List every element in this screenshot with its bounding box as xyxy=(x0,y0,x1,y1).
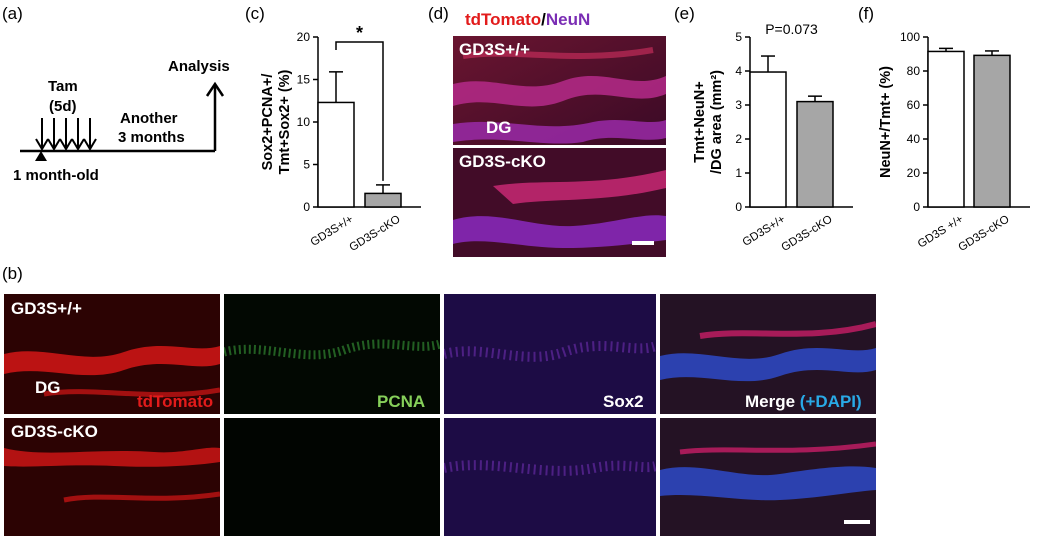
x-tick-label: GD3S-cKO xyxy=(779,213,834,254)
panel-label-a: (a) xyxy=(2,4,23,23)
panel-label-f: (f) xyxy=(858,4,875,23)
chart-e-svg: 012345GD3S+/+GD3S-cKOP=0.073Tmt+NeuN+/DG… xyxy=(692,21,853,254)
x-tick-label: GD3S-cKO xyxy=(956,213,1011,254)
tam-days-label: (5d) xyxy=(49,98,77,115)
panel-d-title: tdTomato/NeuN xyxy=(465,10,590,30)
title-slash: / xyxy=(541,10,546,29)
tam-label: Tam xyxy=(48,78,78,95)
b-dg-label: DG xyxy=(35,378,61,397)
bar-0 xyxy=(749,71,787,208)
y-tick-label: 80 xyxy=(907,64,921,78)
y-axis-label-1: Tmt+NeuN+ xyxy=(692,81,708,162)
start-marker-icon xyxy=(35,151,47,161)
bar-0 xyxy=(927,50,965,208)
panel-label-b: (b) xyxy=(2,264,23,283)
title-tdtomato: tdTomato xyxy=(465,10,542,29)
y-axis-label-1: NeuN+/Tmt+ (%) xyxy=(878,66,894,178)
analysis-label: Analysis xyxy=(168,58,230,75)
y-tick-label: 20 xyxy=(907,166,921,180)
panel-label-c: (c) xyxy=(245,4,265,23)
y-tick-label: 0 xyxy=(913,200,920,214)
title-neun: NeuN xyxy=(545,10,591,29)
significance-star: * xyxy=(356,23,363,43)
y-tick-label: 60 xyxy=(907,98,921,112)
y-tick-label: 10 xyxy=(297,115,311,129)
y-tick-label: 20 xyxy=(297,30,311,44)
micrograph-b-control-sox2 xyxy=(444,294,656,414)
micrograph-b-control-merge xyxy=(660,294,876,414)
bar-1 xyxy=(364,192,402,208)
panel-label-d: (d) xyxy=(428,4,449,23)
b-col1-label: tdTomato xyxy=(137,392,214,411)
y-axis-label-2: Tmt+Sox2+ (%) xyxy=(277,69,293,174)
scale-bar-b xyxy=(844,520,870,524)
p-value-annotation: P=0.073 xyxy=(765,21,818,37)
y-tick-label: 5 xyxy=(303,158,310,172)
y-tick-label: 0 xyxy=(303,200,310,214)
micrograph-d-dg-label: DG xyxy=(486,118,512,137)
bar-1 xyxy=(973,54,1011,208)
bar-0 xyxy=(317,101,355,208)
micrograph-d-cko-label: GD3S-cKO xyxy=(459,152,546,171)
b-col2-label: PCNA xyxy=(377,392,426,411)
merge-label: Merge xyxy=(745,392,800,411)
y-tick-label: 0 xyxy=(735,200,742,214)
panel-label-e: (e) xyxy=(674,4,695,23)
y-tick-label: 5 xyxy=(735,30,742,44)
scale-bar-d xyxy=(632,241,654,245)
micrograph-d-control-label: GD3S+/+ xyxy=(459,40,530,59)
age-label: 1 month-old xyxy=(13,167,99,184)
y-tick-label: 15 xyxy=(297,73,311,87)
micrograph-d-control xyxy=(453,36,666,145)
chart-e: 0 1 2 3 4 5 GD3S+/+ GD3S-cKO P=0.073 Tmt+NeuN+/DG… xyxy=(680,20,860,270)
x-tick-label: GD3S-cKO xyxy=(347,213,402,254)
y-tick-label: 1 xyxy=(735,166,742,180)
b-row1-label: GD3S+/+ xyxy=(11,299,82,318)
y-tick-label: 100 xyxy=(900,30,920,44)
micrograph-b-control-tdtomato xyxy=(4,294,220,414)
micrograph-b-cko-merge xyxy=(660,418,876,536)
y-axis-label-1: Sox2+PCNA+/ xyxy=(260,74,276,171)
timeline-graphic xyxy=(20,81,225,161)
y-tick-label: 40 xyxy=(907,132,921,146)
micrograph-d-cko xyxy=(453,148,666,257)
micrograph-b-cko-tdtomato xyxy=(4,418,220,536)
y-tick-label: 4 xyxy=(735,64,742,78)
b-col4-label: Merge (+DAPI) xyxy=(745,392,862,412)
y-tick-label: 2 xyxy=(735,132,742,146)
bar-1 xyxy=(796,100,834,208)
significance-bracket xyxy=(335,41,384,181)
chart-f: 0 20 40 60 80 100 GD3S +/+ GD3S-cKO NeuN+/Tmt+ (… xyxy=(862,20,1042,270)
b-col3-label: Sox2 xyxy=(603,392,644,411)
micrograph-b-control-pcna xyxy=(224,294,440,414)
y-axis-label-2: /DG area (mm²) xyxy=(709,70,725,174)
micrograph-b-cko-pcna xyxy=(224,418,440,536)
b-row2-label: GD3S-cKO xyxy=(11,422,98,441)
chart-c-svg: 05101520GD3S+/+GD3S-cKO*Sox2+PCNA+/Tmt+S… xyxy=(260,23,421,254)
another-label: Another xyxy=(120,110,178,127)
dapi-label: (+DAPI) xyxy=(799,392,862,411)
three-months-label: 3 months xyxy=(118,129,185,146)
y-tick-label: 3 xyxy=(735,98,742,112)
micrograph-b-cko-sox2 xyxy=(444,418,656,536)
chart-c: 0 5 10 15 20 GD3S+/+ GD3S-cKO * Sox2+PCNA+/Tmt+S… xyxy=(240,20,430,270)
timeline-diagram xyxy=(0,0,240,200)
